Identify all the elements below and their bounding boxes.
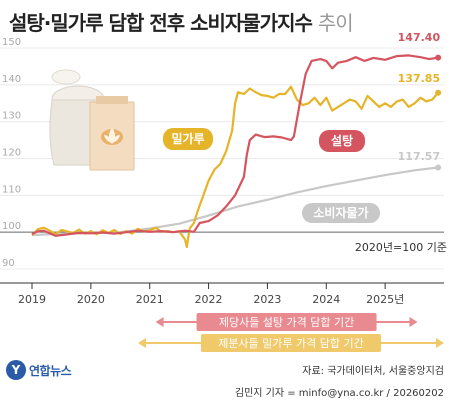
credit-text: 김민지 기자 = minfo@yna.co.kr / 20260202	[234, 388, 444, 399]
x-tick-label: 2021	[136, 293, 164, 306]
period-arrow-left	[155, 317, 164, 327]
period-label: 제분사들 밀가루 가격 담합 기간	[218, 337, 364, 350]
end-value-밀가루: 137.85	[398, 72, 440, 85]
period-arrow-right	[436, 338, 444, 348]
series-line-설탕	[31, 54, 439, 237]
end-point-밀가루	[435, 89, 442, 96]
period-arrow-left	[137, 338, 146, 348]
base-note: 2020년=100 기준	[355, 241, 447, 254]
title-suffix: 추이	[317, 11, 354, 35]
series-line-밀가루	[31, 85, 439, 248]
series-label-bg-밀가루	[163, 128, 213, 150]
chart-title: 설탕·밀가루 담합 전후 소비자물가지수 추이	[9, 7, 354, 36]
end-value-소비자물가: 117.57	[398, 150, 440, 163]
series-label-설탕: 설탕	[331, 133, 353, 148]
x-tick-label: 2022	[195, 293, 223, 306]
period-label-bg	[196, 313, 377, 331]
source-text: 자료: 국가데이터처, 서울중앙지검	[302, 366, 444, 377]
period-label: 제당사들 설탕 가격 담합 기간	[219, 316, 354, 329]
y-tick-label: 110	[2, 184, 21, 195]
flour-bag-illustration	[49, 69, 135, 171]
series-label-소비자물가: 소비자물가	[313, 205, 368, 220]
series-label-bg-설탕	[319, 130, 365, 152]
period-arrow-right	[409, 317, 418, 327]
y-tick-label: 140	[2, 74, 21, 85]
y-tick-label: 120	[2, 148, 21, 159]
end-point-설탕	[435, 54, 442, 61]
yonhap-logo-text: 연합뉴스	[29, 364, 72, 378]
title-main: 설탕·밀가루 담합 전후 소비자물가지수	[9, 11, 313, 35]
y-tick-label: 130	[2, 111, 21, 122]
y-tick-label: 150	[2, 37, 21, 48]
x-tick-label: 2019	[18, 293, 46, 306]
period-label-bg	[200, 334, 381, 352]
series-label-밀가루: 밀가루	[171, 131, 204, 146]
y-tick-label: 90	[2, 258, 15, 269]
x-tick-label: 2023	[253, 293, 281, 306]
end-point-소비자물가	[435, 164, 442, 171]
y-tick-label: 100	[2, 221, 21, 232]
yonhap-logo-icon: Y	[6, 360, 26, 380]
x-tick-label: 2020	[77, 293, 105, 306]
x-tick-label: 2025년	[366, 293, 404, 306]
x-tick-label: 2024	[312, 293, 340, 306]
series-label-bg-소비자물가	[302, 203, 380, 223]
series-line-소비자물가	[31, 166, 439, 237]
end-value-설탕: 147.40	[398, 31, 441, 44]
